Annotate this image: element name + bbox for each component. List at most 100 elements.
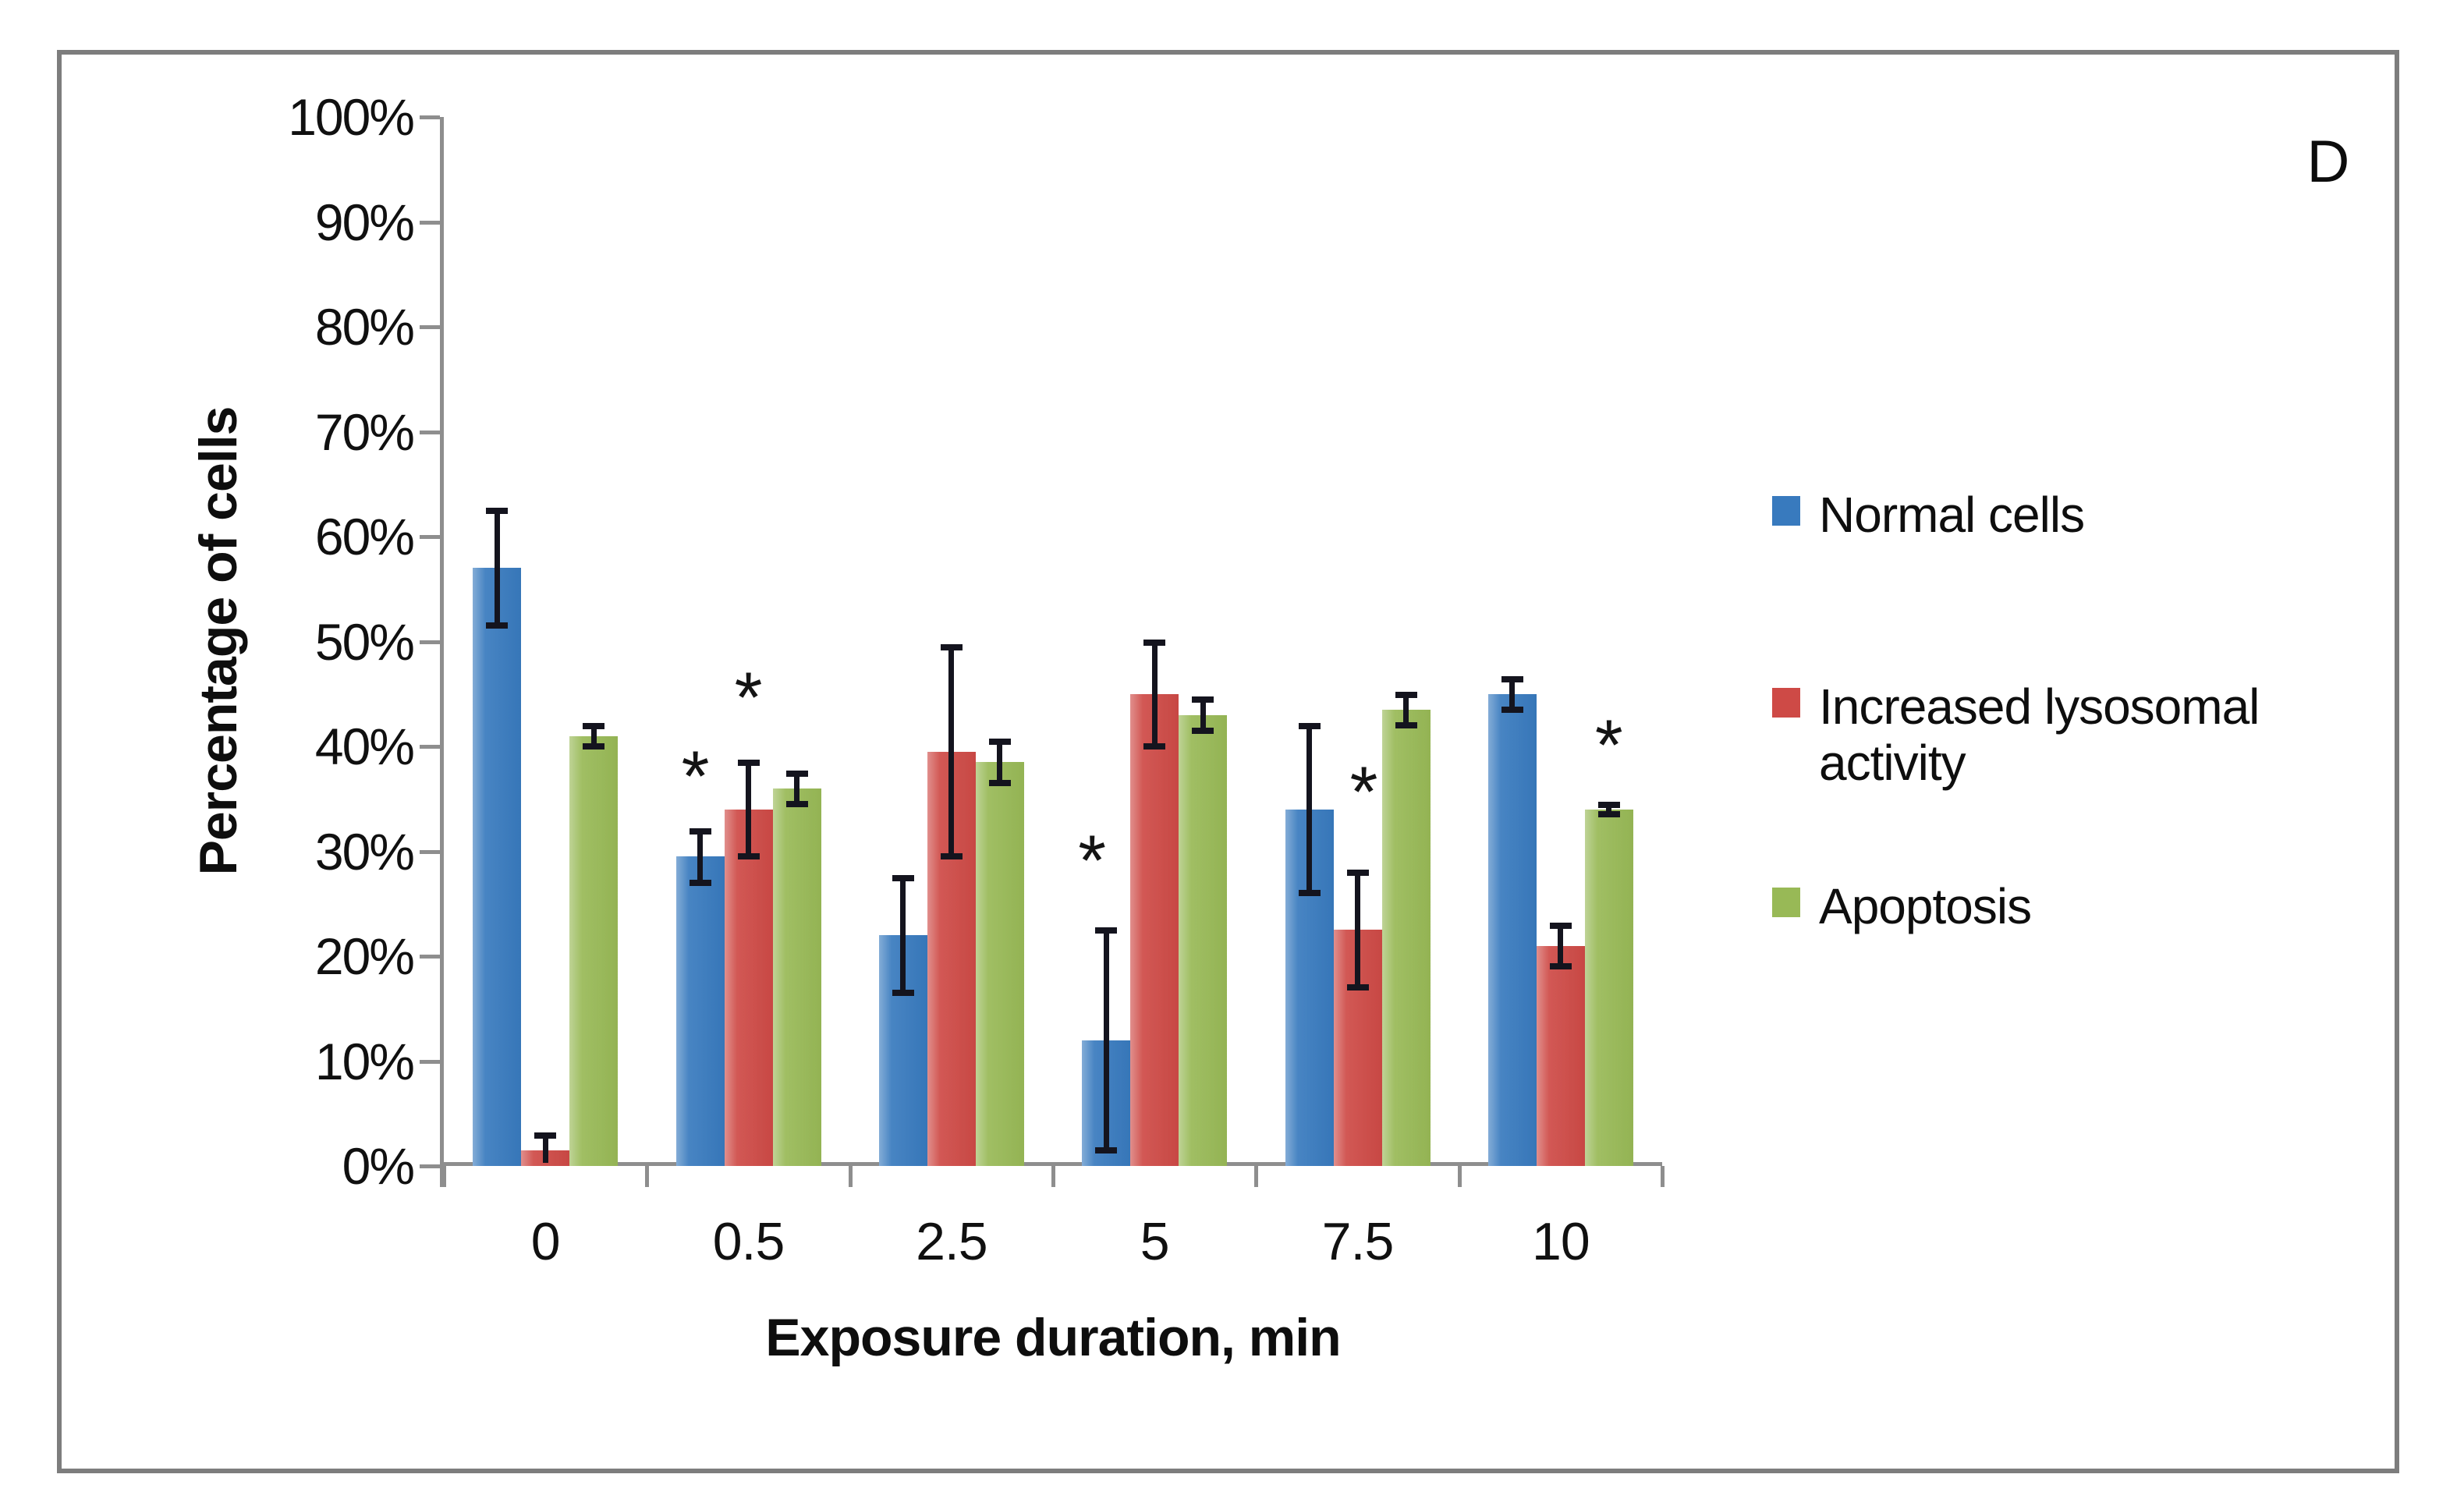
y-tick-mark: [420, 430, 440, 434]
bar-apoptosis: [1584, 809, 1633, 1166]
error-bar-cap-bottom: [689, 879, 711, 886]
y-tick-mark: [420, 220, 440, 225]
y-tick-mark: [420, 1059, 440, 1064]
error-bar-line: [997, 741, 1003, 784]
error-bar-cap-bottom: [1346, 984, 1369, 991]
x-tick-label: 0: [530, 1212, 561, 1271]
error-bar-line: [794, 772, 799, 804]
chart-frame-border: [57, 50, 2399, 1473]
error-bar-cap-bottom: [486, 622, 509, 629]
x-tick-mark: [645, 1166, 650, 1187]
error-bar-cap-top: [1298, 723, 1321, 730]
x-tick-label: 10: [1532, 1212, 1590, 1271]
bar-apoptosis: [1179, 714, 1228, 1166]
error-bar-cap-bottom: [583, 743, 605, 750]
x-tick-mark: [442, 1166, 446, 1187]
error-bar-line: [1151, 641, 1158, 746]
error-bar-cap-bottom: [1298, 890, 1321, 897]
significance-asterisk: *: [1594, 705, 1623, 785]
y-tick-label: 20%: [314, 927, 415, 985]
bar-normal-cells: [1285, 809, 1334, 1166]
error-bar-cap-top: [737, 760, 760, 767]
error-bar-line: [542, 1134, 548, 1163]
error-bar-cap-top: [1597, 801, 1620, 808]
y-tick-label: 50%: [314, 612, 415, 671]
error-bar-line: [1103, 930, 1109, 1150]
error-bar-cap-bottom: [892, 990, 914, 997]
error-bar-cap-bottom: [1549, 963, 1572, 970]
y-tick-mark: [420, 115, 440, 119]
bar-normal-cells: [1487, 693, 1537, 1166]
x-axis-line: [440, 1162, 1662, 1166]
error-bar-cap-bottom: [940, 853, 963, 860]
x-tick-mark: [1254, 1166, 1259, 1187]
bar-apoptosis: [975, 762, 1024, 1166]
error-bar-cap-top: [1192, 696, 1214, 703]
error-bar-cap-bottom: [1501, 706, 1523, 713]
legend-item: Increased lysosomal activity: [1772, 679, 2349, 791]
x-tick-mark: [1457, 1166, 1462, 1187]
y-tick-label: 0%: [342, 1137, 415, 1195]
significance-asterisk: *: [1078, 820, 1107, 901]
error-bar-line: [1403, 693, 1409, 726]
bar-increased-lysosomal-activity: [1333, 930, 1382, 1166]
error-bar-cap-top: [1395, 691, 1417, 698]
error-bar-cap-bottom: [1095, 1146, 1118, 1153]
error-bar-line: [697, 830, 703, 883]
y-axis-line: [440, 117, 444, 1187]
error-bar-cap-top: [486, 508, 509, 515]
legend-label: Increased lysosomal activity: [1819, 679, 2260, 791]
y-tick-label: 10%: [314, 1032, 415, 1090]
x-tick-mark: [848, 1166, 853, 1187]
error-bar-cap-top: [534, 1132, 557, 1139]
y-tick-label: 70%: [314, 402, 415, 461]
error-bar-cap-top: [1501, 675, 1523, 682]
y-tick-label: 40%: [314, 718, 415, 775]
error-bar-cap-top: [689, 827, 711, 835]
error-bar-cap-top: [1143, 639, 1166, 646]
error-bar-line: [746, 762, 751, 857]
legend-swatch: [1772, 888, 1800, 917]
legend-label: Apoptosis: [1819, 878, 2032, 934]
y-tick-mark: [420, 955, 440, 959]
error-bar-cap-bottom: [1143, 743, 1166, 750]
error-bar-line: [1558, 924, 1564, 967]
y-tick-label: 60%: [314, 508, 415, 565]
error-bar-line: [590, 725, 597, 746]
error-bar-cap-bottom: [785, 800, 808, 807]
bar-apoptosis: [569, 735, 619, 1166]
y-tick-mark: [420, 849, 440, 854]
error-bar-cap-bottom: [1395, 722, 1417, 729]
x-tick-label: 5: [1140, 1212, 1170, 1271]
bar-apoptosis: [772, 788, 821, 1166]
x-axis-title: Exposure duration, min: [765, 1308, 1341, 1367]
bar-normal-cells: [473, 568, 522, 1166]
significance-asterisk: *: [1349, 753, 1378, 833]
error-bar-cap-bottom: [737, 853, 760, 860]
error-bar-line: [1509, 678, 1516, 710]
bar-normal-cells: [675, 856, 725, 1166]
error-bar-cap-top: [1549, 922, 1572, 929]
error-bar-cap-top: [1346, 870, 1369, 877]
error-bar-cap-bottom: [988, 780, 1011, 787]
x-tick-label: 2.5: [916, 1212, 988, 1271]
legend-item: Apoptosis: [1772, 878, 2032, 934]
y-tick-label: 80%: [314, 298, 415, 356]
y-tick-mark: [420, 535, 440, 539]
bar-increased-lysosomal-activity: [724, 809, 773, 1166]
error-bar-line: [948, 647, 955, 857]
y-tick-label: 90%: [314, 193, 415, 251]
x-tick-mark: [1661, 1166, 1665, 1187]
error-bar-line: [494, 510, 500, 626]
legend-swatch: [1772, 496, 1800, 526]
error-bar-line: [900, 877, 906, 994]
y-tick-label: 30%: [314, 822, 415, 881]
y-tick-mark: [420, 745, 440, 749]
significance-asterisk: *: [734, 658, 763, 739]
bar-increased-lysosomal-activity: [1536, 945, 1585, 1166]
bar-increased-lysosomal-activity: [1130, 693, 1179, 1166]
error-bar-line: [1606, 803, 1612, 815]
y-tick-mark: [420, 640, 440, 644]
y-tick-label: 100%: [288, 88, 415, 146]
